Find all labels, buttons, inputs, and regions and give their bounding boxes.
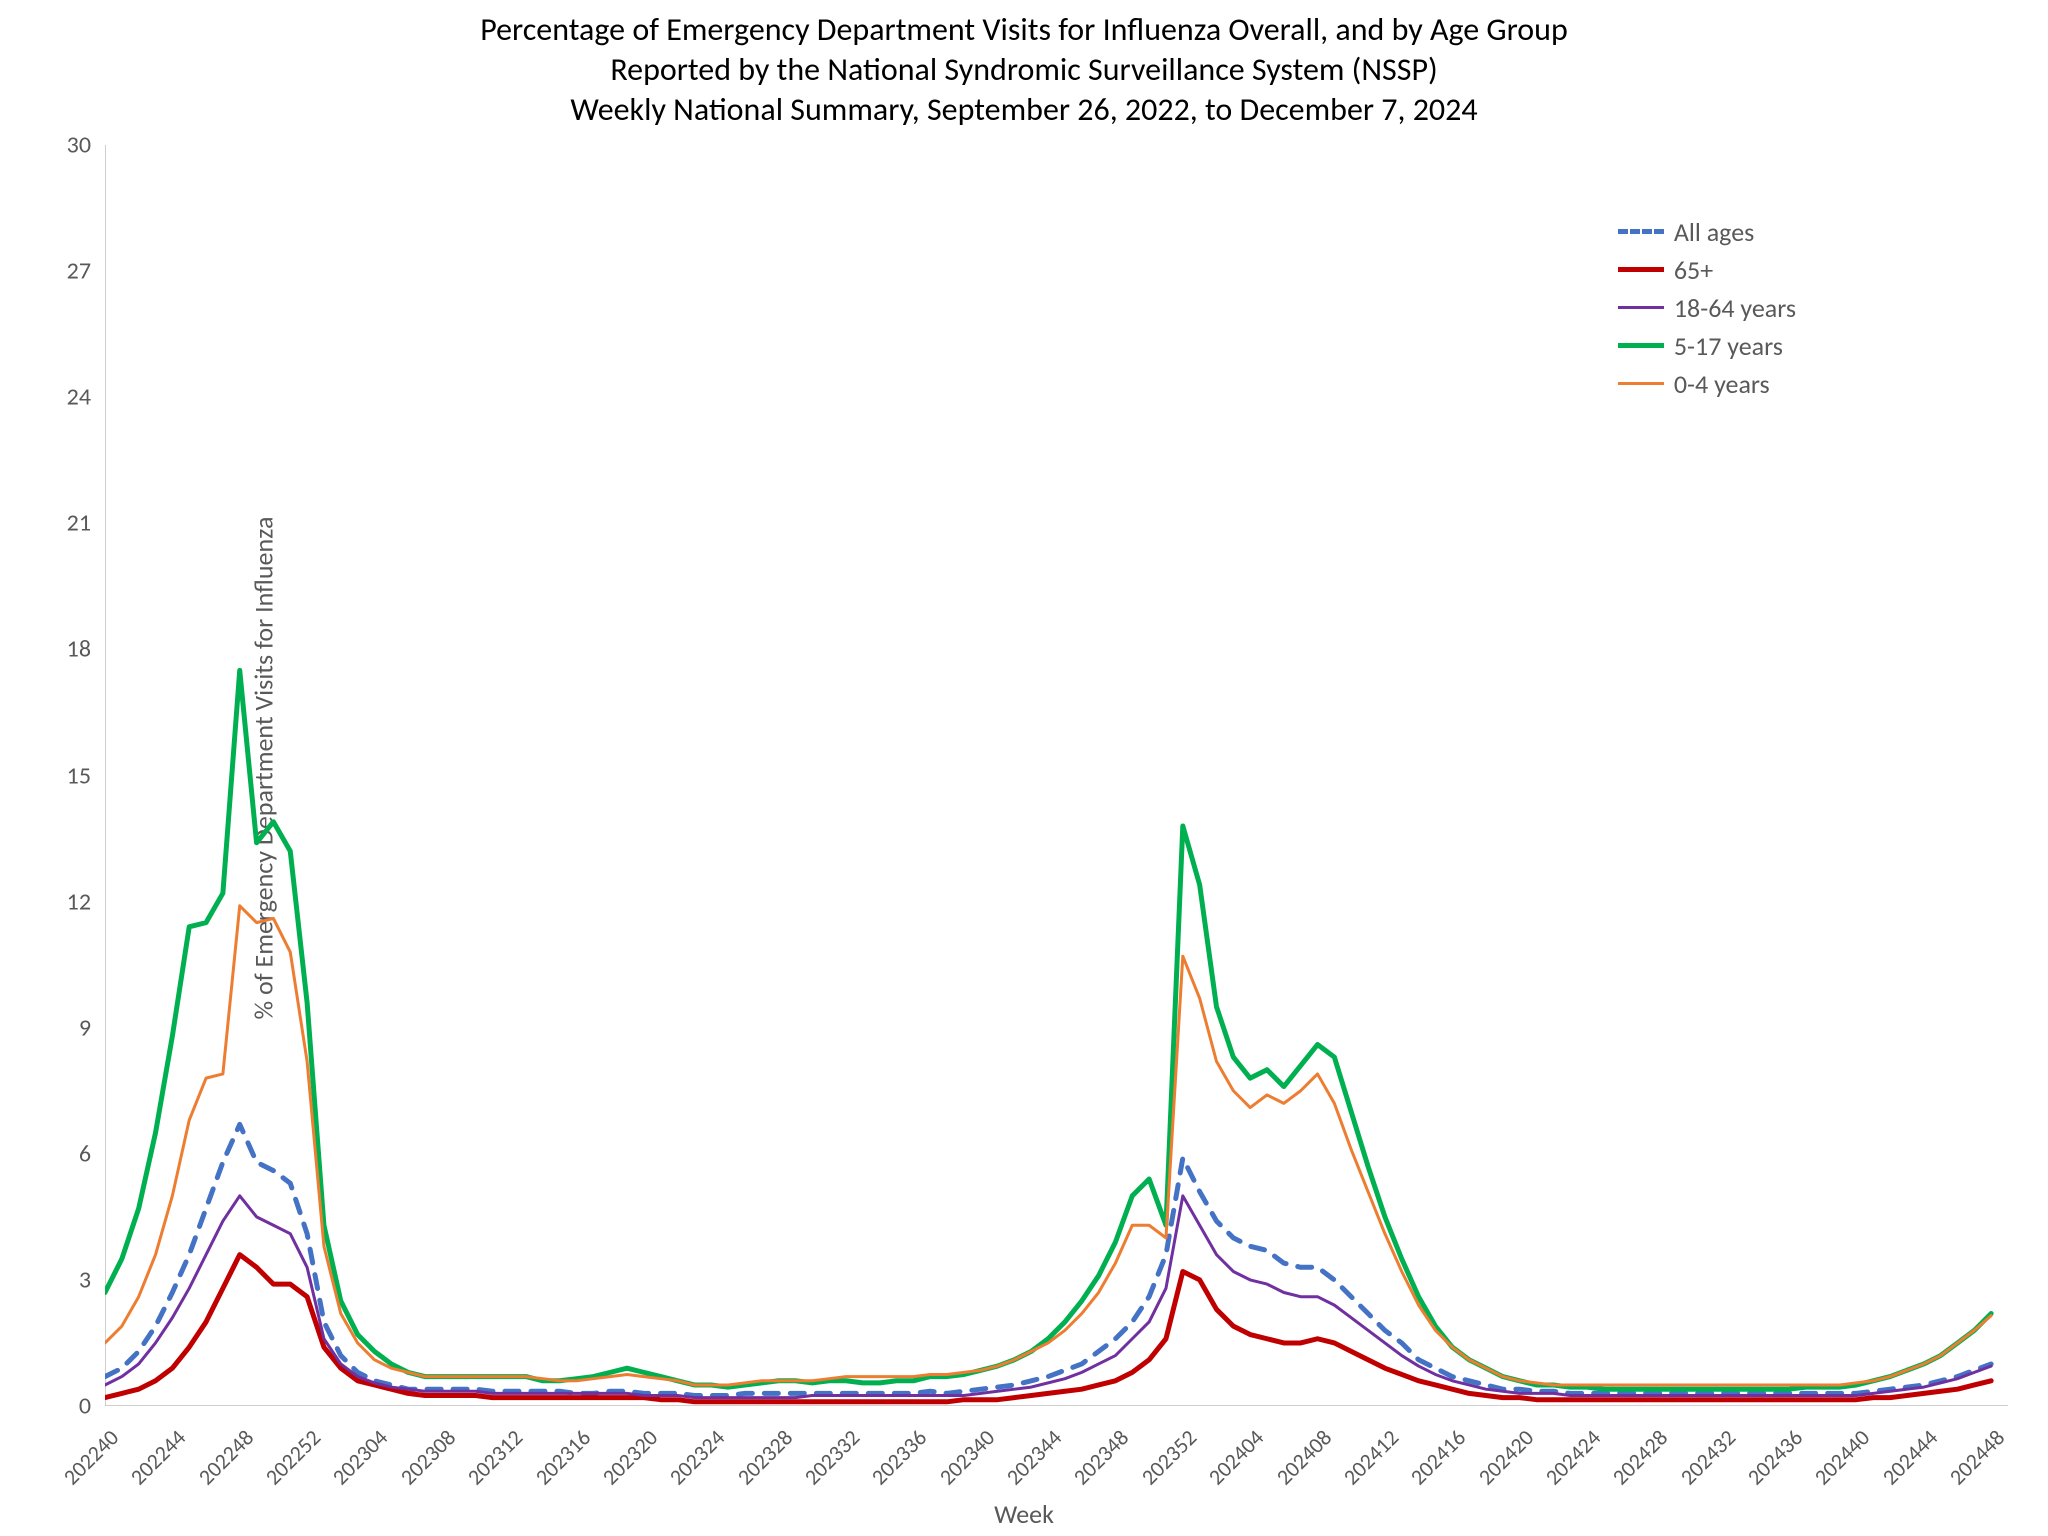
y-tick-label: 27	[67, 257, 105, 286]
legend-label: 0-4 years	[1674, 368, 1770, 400]
y-tick-label: 3	[79, 1265, 105, 1294]
series-line	[105, 1255, 1991, 1402]
x-tick-label: 202312	[462, 1424, 528, 1490]
series-line	[105, 670, 1991, 1389]
series-line	[105, 1124, 1991, 1395]
x-tick-label: 202440	[1809, 1424, 1875, 1490]
legend-item: 18-64 years	[1618, 292, 1796, 324]
legend-item: 65+	[1618, 254, 1796, 286]
x-tick-label: 202328	[731, 1424, 797, 1490]
x-tick-label: 202344	[1001, 1424, 1067, 1490]
x-tick-label: 202320	[597, 1424, 663, 1490]
chart-title: Percentage of Emergency Department Visit…	[0, 10, 2048, 130]
x-tick-label: 202340	[933, 1424, 999, 1490]
x-tick-label: 202444	[1876, 1424, 1942, 1490]
x-tick-label: 202332	[799, 1424, 865, 1490]
legend-item: All ages	[1618, 216, 1796, 248]
y-tick-label: 30	[67, 131, 105, 160]
x-tick-label: 202428	[1607, 1424, 1673, 1490]
x-tick-label: 202420	[1472, 1424, 1538, 1490]
x-tick-label: 202352	[1135, 1424, 1201, 1490]
legend: All ages 65+ 18-64 years 5-17 years 0-4 year…	[1618, 216, 1796, 406]
x-tick-label: 202416	[1405, 1424, 1471, 1490]
x-tick-label: 202308	[395, 1424, 461, 1490]
y-tick-label: 6	[79, 1139, 105, 1168]
x-tick-label: 202436	[1742, 1424, 1808, 1490]
x-tick-label: 202404	[1203, 1424, 1269, 1490]
x-tick-label: 202304	[327, 1424, 393, 1490]
x-tick-label: 202412	[1338, 1424, 1404, 1490]
x-tick-label: 202240	[58, 1424, 124, 1490]
legend-item: 5-17 years	[1618, 330, 1796, 362]
y-tick-label: 0	[79, 1392, 105, 1421]
y-tick-label: 12	[67, 887, 105, 916]
legend-label: All ages	[1674, 216, 1754, 248]
y-tick-label: 21	[67, 509, 105, 538]
legend-label: 18-64 years	[1674, 292, 1796, 324]
title-line-1: Percentage of Emergency Department Visit…	[0, 10, 2048, 50]
x-tick-label: 202248	[192, 1424, 258, 1490]
title-line-2: Reported by the National Syndromic Surve…	[0, 50, 2048, 90]
legend-line-icon	[1618, 306, 1664, 309]
series-line	[105, 906, 1991, 1385]
chart-container: Percentage of Emergency Department Visit…	[0, 0, 2048, 1536]
legend-label: 65+	[1674, 254, 1713, 286]
x-tick-label: 202244	[125, 1424, 191, 1490]
title-line-3: Weekly National Summary, September 26, 2…	[0, 90, 2048, 130]
x-tick-label: 202252	[260, 1424, 326, 1490]
y-tick-label: 15	[67, 761, 105, 790]
x-tick-label: 202408	[1270, 1424, 1336, 1490]
legend-line-icon	[1618, 229, 1664, 234]
y-tick-label: 24	[67, 383, 105, 412]
legend-label: 5-17 years	[1674, 330, 1783, 362]
x-tick-label: 202324	[664, 1424, 730, 1490]
x-axis-label: Week	[0, 1498, 2048, 1530]
legend-line-icon	[1618, 267, 1664, 272]
x-tick-label: 202316	[529, 1424, 595, 1490]
legend-item: 0-4 years	[1618, 368, 1796, 400]
x-tick-label: 202432	[1674, 1424, 1740, 1490]
y-tick-label: 9	[79, 1013, 105, 1042]
x-tick-label: 202424	[1540, 1424, 1606, 1490]
x-tick-label: 202336	[866, 1424, 932, 1490]
y-tick-label: 18	[67, 635, 105, 664]
legend-line-icon	[1618, 343, 1664, 348]
x-tick-label: 202448	[1944, 1424, 2010, 1490]
legend-line-icon	[1618, 382, 1664, 385]
x-tick-label: 202348	[1068, 1424, 1134, 1490]
